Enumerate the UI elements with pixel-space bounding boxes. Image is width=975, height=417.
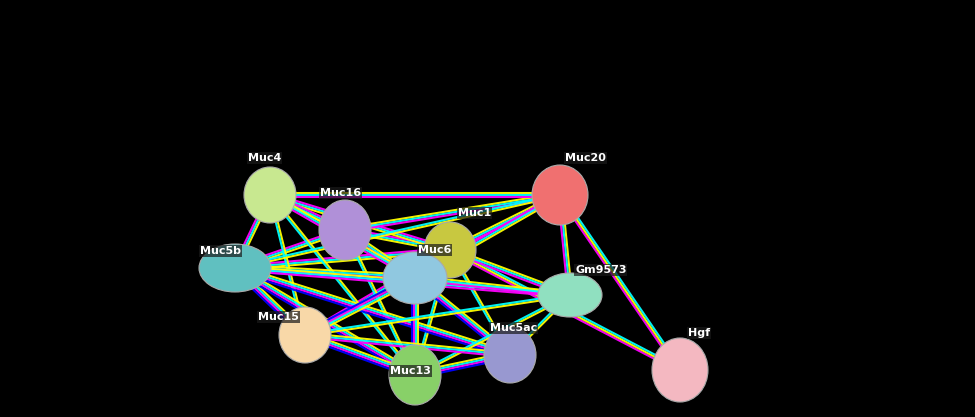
Text: Muc6: Muc6: [418, 245, 451, 255]
Ellipse shape: [279, 307, 331, 363]
Text: Muc4: Muc4: [248, 153, 282, 163]
Text: Muc1: Muc1: [458, 208, 491, 218]
Text: Muc16: Muc16: [320, 188, 361, 198]
Text: Muc20: Muc20: [565, 153, 605, 163]
Ellipse shape: [652, 338, 708, 402]
Ellipse shape: [199, 244, 271, 292]
Ellipse shape: [532, 165, 588, 225]
Text: Muc13: Muc13: [390, 366, 431, 376]
Ellipse shape: [383, 252, 447, 304]
Ellipse shape: [484, 327, 536, 383]
Ellipse shape: [389, 345, 441, 405]
Ellipse shape: [244, 167, 296, 223]
Text: Muc5b: Muc5b: [200, 246, 241, 256]
Text: Hgf: Hgf: [688, 328, 710, 338]
Text: Muc5ac: Muc5ac: [490, 323, 537, 333]
Text: Gm9573: Gm9573: [575, 265, 627, 275]
Text: Muc15: Muc15: [258, 312, 299, 322]
Ellipse shape: [424, 222, 476, 278]
Ellipse shape: [538, 273, 602, 317]
Ellipse shape: [319, 200, 371, 260]
